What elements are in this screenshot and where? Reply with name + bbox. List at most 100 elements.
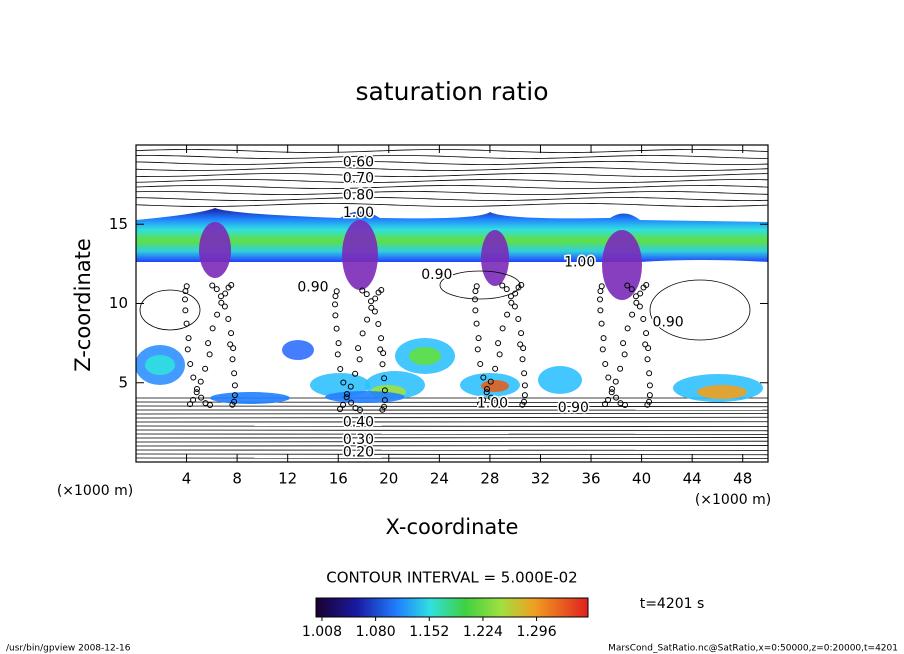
- contour-cluster: [381, 403, 388, 410]
- contour-cluster: [473, 283, 480, 290]
- contour-line: [136, 440, 768, 443]
- contour-cluster: [474, 346, 481, 353]
- contour-cluster: [640, 316, 647, 323]
- y-axis-label: Z-coordinate: [71, 238, 95, 372]
- contour-cluster: [355, 345, 362, 352]
- contour-cluster: [480, 374, 487, 381]
- contour-line: [136, 173, 768, 177]
- contour-line: [136, 149, 768, 153]
- contour-cluster: [359, 330, 366, 337]
- x-tick-label: 32: [531, 470, 550, 488]
- contour-cluster: [377, 346, 384, 353]
- colorbar-tick-label: 1.080: [356, 624, 396, 640]
- contour-line: [136, 453, 768, 456]
- colorbar: [315, 597, 589, 618]
- contour-cluster: [608, 385, 615, 392]
- contour-cluster: [495, 340, 502, 347]
- contour-cluster: [368, 298, 375, 305]
- contour-cluster: [206, 351, 213, 358]
- time-label: t=4201 s: [640, 596, 705, 612]
- contour-cluster: [359, 287, 366, 294]
- contour-cluster: [499, 282, 506, 289]
- contour-label: 0.90: [297, 280, 328, 296]
- contour-cluster: [597, 296, 604, 303]
- x-tick-label: 20: [379, 470, 398, 488]
- contour-label: 0.90: [558, 400, 589, 416]
- contour-cluster: [343, 394, 350, 401]
- colorbar-tick-label: 1.296: [517, 624, 557, 640]
- contour-cluster: [519, 401, 526, 408]
- contour-cluster: [521, 392, 528, 399]
- y-tick-label: 5: [118, 373, 128, 391]
- contour-cluster: [520, 345, 527, 352]
- contour-cluster: [487, 378, 494, 385]
- contour-cluster: [190, 396, 197, 403]
- contour-cluster: [629, 311, 636, 318]
- contour-cluster: [228, 330, 235, 337]
- contour-cluster: [613, 394, 620, 401]
- contour-cluster: [381, 375, 388, 382]
- contour-cluster: [496, 351, 503, 358]
- contour-cluster: [515, 316, 522, 323]
- contour-cluster: [347, 383, 354, 390]
- contour-label: 1.00: [343, 205, 374, 221]
- colorbar-tick-label: 1.008: [302, 624, 342, 640]
- contour-cluster: [475, 335, 482, 342]
- field-patch: [325, 391, 405, 403]
- contour-line: [439, 270, 521, 300]
- contour-cluster: [645, 345, 652, 352]
- contour-label: 0.90: [421, 267, 452, 283]
- contour-cluster: [231, 398, 238, 405]
- colorbar-tick-label: 1.224: [463, 624, 503, 640]
- contour-line: [649, 279, 751, 341]
- field-patch: [602, 230, 642, 300]
- contour-cluster: [221, 303, 228, 310]
- contour-cluster: [637, 290, 644, 297]
- contour-cluster: [227, 341, 234, 348]
- contour-cluster: [372, 295, 379, 302]
- contour-line: [139, 289, 201, 331]
- contour-cluster: [499, 325, 506, 332]
- contour-cluster: [229, 356, 236, 363]
- contour-cluster: [352, 405, 359, 412]
- contour-cluster: [597, 288, 604, 295]
- contour-cluster: [521, 370, 528, 377]
- contour-cluster: [477, 401, 484, 408]
- contour-cluster: [229, 401, 236, 408]
- contour-interval: CONTOUR INTERVAL = 5.000E-02: [326, 569, 577, 587]
- y-tick-label: 15: [109, 215, 128, 233]
- contour-cluster: [642, 341, 649, 348]
- contour-label: 0.80: [343, 188, 374, 204]
- contour-cluster: [218, 299, 225, 306]
- contour-cluster: [340, 401, 347, 408]
- contour-cluster: [352, 370, 359, 377]
- contour-cluster: [214, 311, 221, 318]
- contour-cluster: [599, 346, 606, 353]
- contour-cluster: [472, 307, 479, 314]
- contour-cluster: [184, 346, 191, 353]
- contour-label: 0.30: [343, 432, 374, 448]
- colorbar-tick-label: 1.152: [409, 624, 449, 640]
- footer-right: MarsCond_SatRatio.nc@SatRatio,x=0:50000,…: [608, 644, 898, 654]
- field-patch: [310, 373, 370, 397]
- x-tick-label: 44: [683, 470, 702, 488]
- field-patch: [538, 366, 582, 394]
- contour-line: [136, 179, 768, 183]
- contour-cluster: [375, 289, 382, 296]
- contour-cluster: [190, 374, 197, 381]
- contour-label: 0.40: [343, 414, 374, 430]
- contour-cluster: [492, 400, 499, 407]
- contour-cluster: [600, 335, 607, 342]
- contour-cluster: [628, 286, 635, 293]
- contour-line: [136, 416, 768, 419]
- x-tick-label: 8: [232, 470, 242, 488]
- contour-cluster: [225, 284, 232, 291]
- contour-cluster: [193, 385, 200, 392]
- y-tick-label: 10: [109, 294, 128, 312]
- contour-cluster: [644, 356, 651, 363]
- contour-cluster: [612, 378, 619, 385]
- contour-line: [136, 203, 768, 207]
- contour-cluster: [640, 284, 647, 291]
- contour-cluster: [624, 282, 631, 289]
- contour-cluster: [332, 293, 339, 300]
